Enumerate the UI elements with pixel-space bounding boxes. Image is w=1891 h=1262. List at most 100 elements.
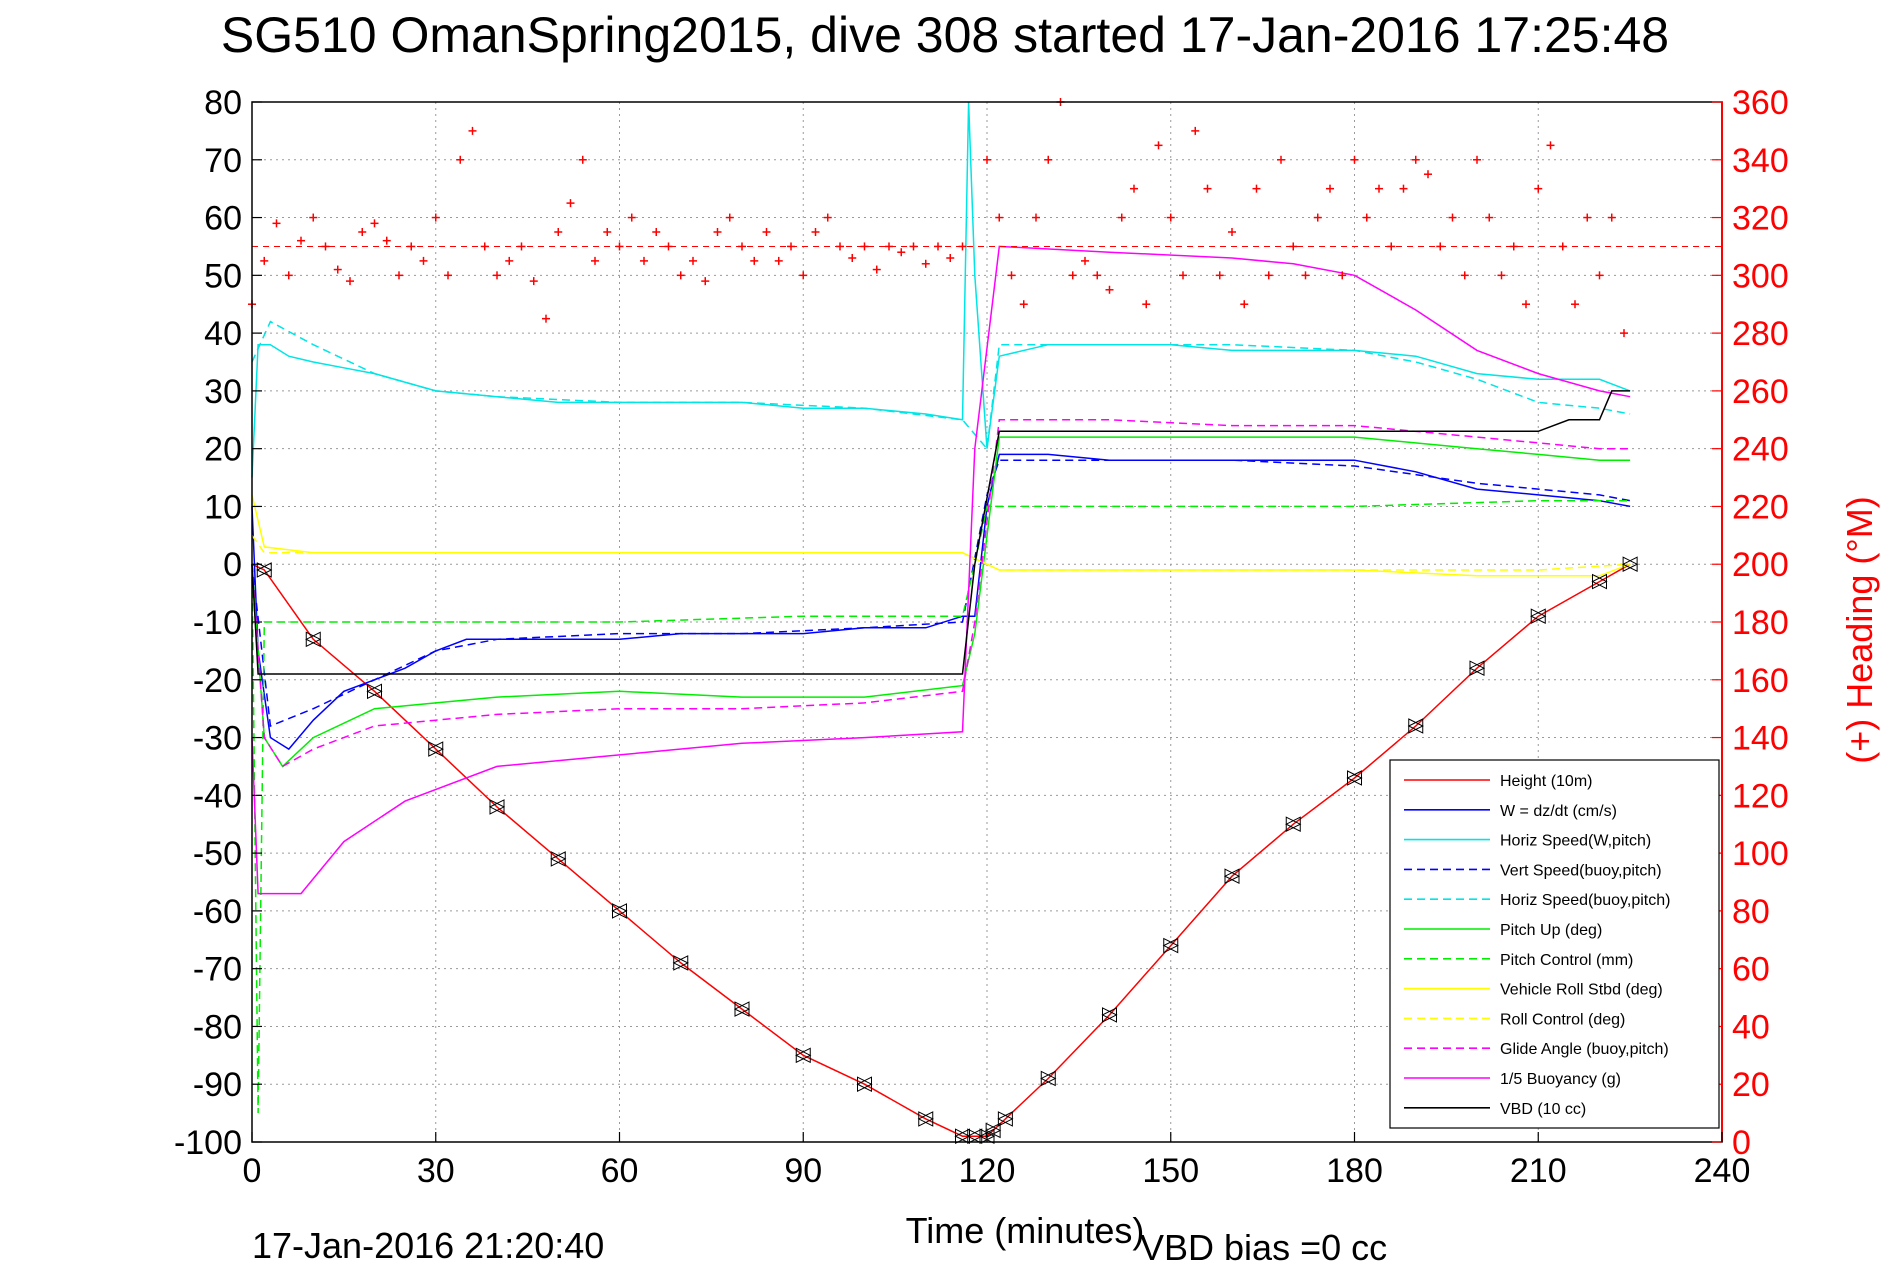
x-tick-label: 150 [1142,1152,1199,1190]
waypoint-markers [256,556,1639,1145]
height-marker [856,1076,873,1093]
y-right-tick-label: 340 [1732,142,1789,180]
heading-point [689,256,697,265]
x-tick-label: 210 [1510,1152,1567,1190]
y-right-tick-label: 200 [1732,546,1789,584]
legend-entry: Horiz Speed(W,pitch) [1404,833,1651,850]
heading-point [1362,213,1371,222]
x-tick-label: 60 [601,1152,639,1190]
heading-point [1436,242,1445,251]
y-tick-label: -10 [193,604,242,642]
heading-point [517,242,526,251]
legend-entry: Vert Speed(buoy,pitch) [1404,862,1662,879]
legend-label: Pitch Control (mm) [1500,952,1633,969]
heading-point [921,259,930,268]
y-right-tick-label: 40 [1732,1008,1770,1046]
heading-point [995,213,1004,222]
y-right-tick-label: 160 [1732,662,1789,700]
height-marker [1285,816,1302,833]
heading-point [1326,184,1334,193]
heading-point [1509,242,1518,251]
height-marker [954,1128,971,1145]
footer-timestamp: 17-Jan-2016 21:20:40 [252,1225,604,1262]
y-tick-label: -20 [193,662,242,700]
heading-point [1032,213,1040,222]
heading-point [1411,155,1420,164]
height-marker [1530,608,1547,625]
heading-point [1534,184,1543,193]
heading-point [1620,329,1628,338]
heading-point [272,219,281,228]
legend-entries: Height (10m) W = dz/dt (cm/s) Horiz Speed(… [1404,773,1670,1118]
y-tick-label: -50 [193,835,242,873]
heading-point [358,228,367,236]
y-tick-label: 30 [204,373,242,411]
heading-point [1007,271,1016,280]
heading-point [1130,184,1138,193]
height-marker [997,1111,1014,1127]
heading-point [640,256,648,265]
heading-point [578,155,587,164]
heading-point [1558,242,1567,251]
vbd-bias-label: VBD bias =0 cc [1140,1227,1387,1262]
heading-point [284,271,293,280]
legend-entry: W = dz/dt (cm/s) [1404,803,1617,820]
heading-point [848,254,857,262]
y-tick-label: 10 [204,488,242,526]
y-tick-label: 20 [204,431,242,469]
heading-point [395,271,403,280]
heading-point [1387,242,1396,251]
heading-point [1277,155,1285,164]
height-marker [256,562,273,578]
height-marker [733,1001,751,1017]
height-marker [966,1128,983,1145]
y-tick-label: 0 [223,546,242,584]
height-marker [366,683,383,700]
heading-point [431,213,440,222]
heading-point [1571,300,1579,309]
heading-point [480,242,489,251]
y-tick-label: 50 [204,257,242,295]
heading-point [1215,271,1224,280]
y-right-tick-label: 180 [1732,604,1789,642]
heading-point [787,242,795,251]
heading-point [1289,242,1298,251]
series-layer [251,101,1631,1137]
y-right-tick-label: 360 [1732,84,1789,122]
heading-point [983,155,991,164]
heading-point [444,271,452,280]
legend-label: Vert Speed(buoy,pitch) [1500,862,1662,879]
heading-point [615,242,624,251]
legend-entry: 1/5 Buoyancy (g) [1404,1071,1621,1088]
series-line-0 [251,563,1631,1137]
y-right-tick-label: 320 [1732,200,1789,238]
series-line-3 [251,459,1631,728]
y-right-tick-label: 300 [1732,257,1789,295]
height-marker [1346,770,1363,786]
series-line-5 [251,436,1631,768]
y-tick-label: 40 [204,315,242,353]
legend-label: Height (10m) [1500,773,1592,790]
heading-point [1338,271,1347,280]
legend-label: Vehicle Roll Stbd (deg) [1500,982,1663,999]
y-right-tick-label: 100 [1732,835,1789,873]
heading-point [958,242,967,251]
heading-point [909,242,918,251]
legend-entry: VBD (10 cc) [1404,1101,1586,1118]
heading-point [505,256,514,265]
heading-point [382,236,391,245]
heading-point [725,213,734,222]
series-line-4 [251,320,1631,451]
heading-point [897,248,906,257]
y-axis-right: 3603403203002802602402202001801601401201… [1712,84,1789,1162]
heading-point [566,199,575,208]
y-right-tick-label: 120 [1732,777,1789,815]
x-tick-label: 180 [1326,1152,1383,1190]
y-tick-label: 70 [204,142,242,180]
heading-point [1203,184,1212,193]
y-right-tick-label: 260 [1732,373,1789,411]
height-marker [550,851,567,867]
height-marker [1162,937,1179,954]
series-line-6 [251,499,1631,1114]
